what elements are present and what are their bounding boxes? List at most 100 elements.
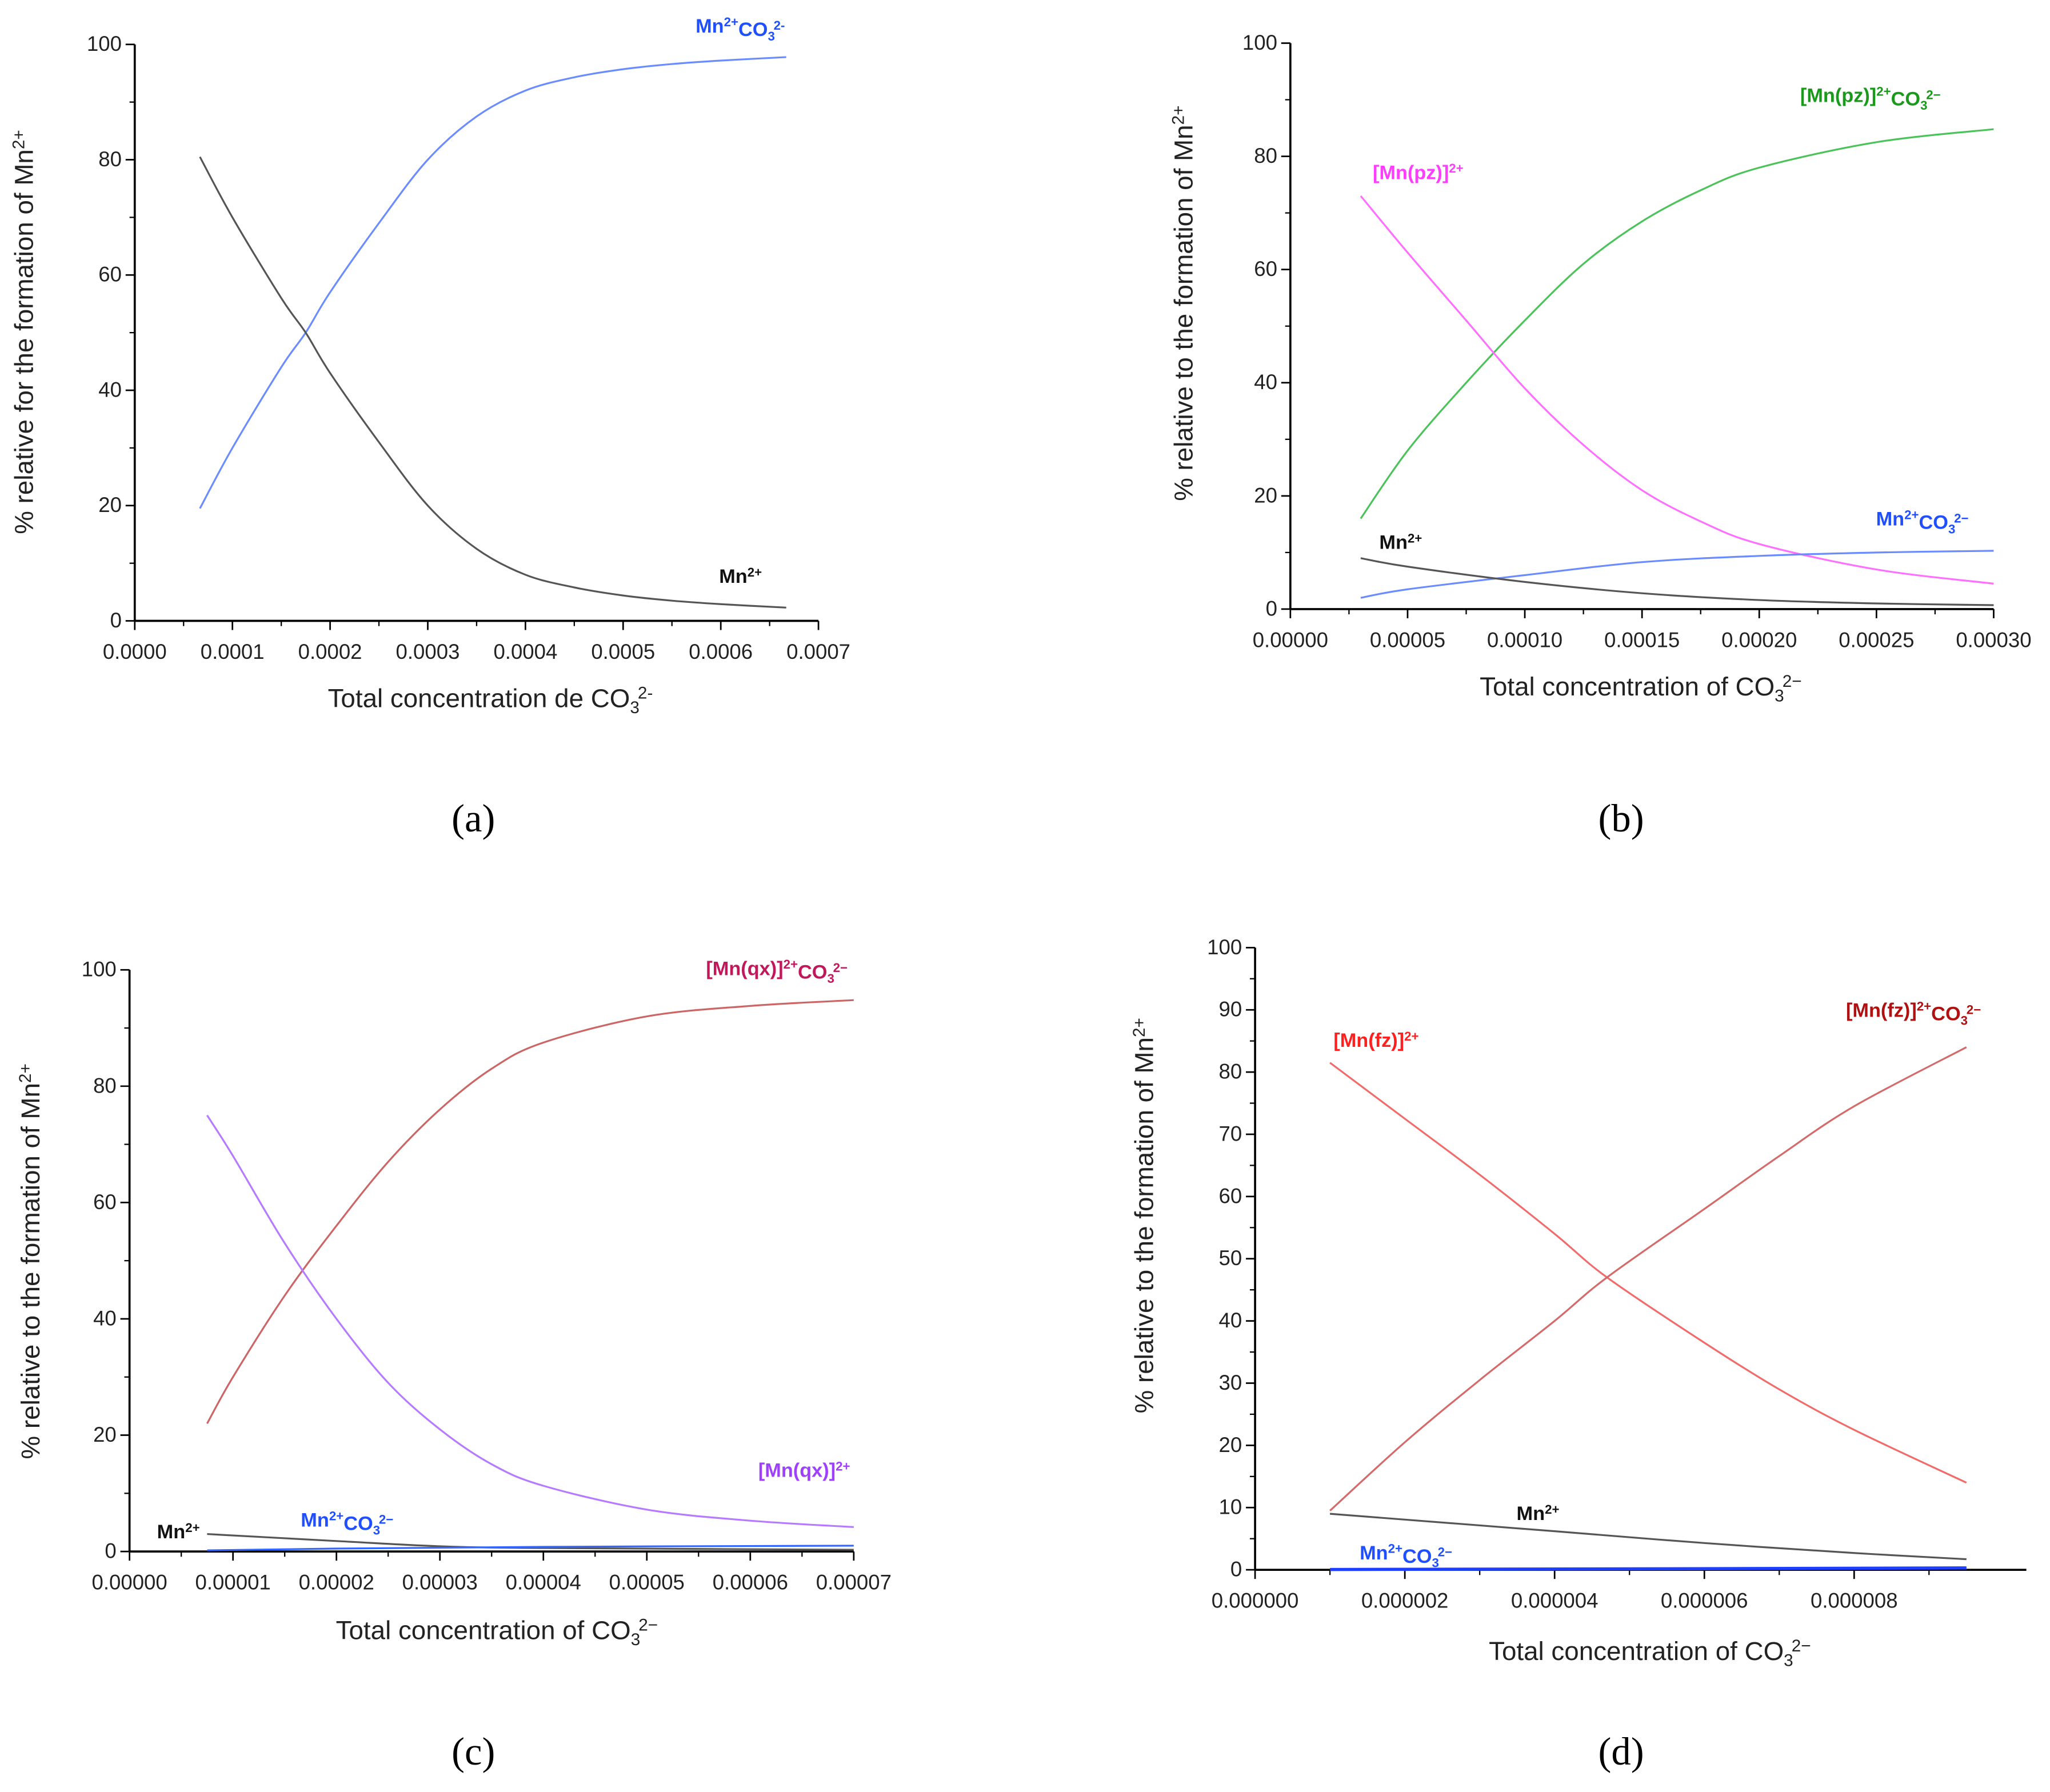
label-segment: 2− [638, 1616, 658, 1635]
y-axis-title: % relative for the formation of Mn2+ [9, 130, 38, 534]
label-segment: Mn [719, 566, 748, 587]
y-tick-label: 100 [82, 958, 117, 981]
label-segment: 2+ [748, 565, 762, 579]
y-tick-label: 10 [1219, 1495, 1242, 1519]
series-label: Mn2+CO32− [1876, 507, 1969, 536]
series-label: Mn2+ [1517, 1502, 1560, 1525]
label-segment: Mn [1379, 532, 1408, 554]
y-tick-label: 50 [1219, 1246, 1242, 1270]
series-label: [Mn(pz)]2+CO32− [1800, 84, 1941, 113]
label-segment: 2− [833, 961, 848, 975]
series-label: [Mn(pz)]2+ [1373, 161, 1464, 183]
label-segment: CO [798, 961, 827, 983]
label-segment: 2+ [724, 15, 738, 29]
y-tick-label: 60 [93, 1190, 117, 1214]
series-line [1329, 1513, 1967, 1561]
chart-panel-a: 0 20 40 60 80 100 0.0000 0.0001 0.0002 0.0003 0.00… [9, 15, 850, 840]
label-segment: 2+ [1404, 1029, 1418, 1043]
y-tick-label: 60 [98, 263, 122, 286]
series-line [206, 1114, 854, 1528]
chart-panel-b: 0 20 40 60 80 100 0.00000 0.00005 0.00010 0.00015… [1169, 31, 2031, 840]
chart-panel-d: 0 10 20 30 40 50 60 70 80 90 100 0.000000 0.000002 0.… [1130, 935, 2027, 1773]
x-tick-label: 0.00030 [1956, 628, 2031, 651]
y-tick-label: 80 [98, 147, 122, 171]
x-tick-label: 0.0003 [396, 640, 460, 663]
label-segment: Total concentration of CO [1489, 1637, 1784, 1666]
y-tick-label: 100 [87, 32, 122, 55]
label-segment: [Mn(qx)] [706, 958, 783, 979]
y-tick-label: 80 [93, 1074, 117, 1097]
label-segment: CO [1919, 512, 1948, 534]
x-tick-label: 0.00020 [1721, 628, 1797, 651]
x-tick-label: 0.00007 [816, 1570, 892, 1594]
label-segment: Mn [301, 1510, 329, 1531]
x-tick-label: 0.0007 [786, 640, 850, 663]
x-tick-label: 0.0006 [689, 640, 753, 663]
x-tick-label: 0.00010 [1487, 628, 1563, 651]
label-segment: CO [1931, 1003, 1960, 1025]
label-segment: [Mn(fz)] [1846, 1000, 1917, 1022]
label-segment: 3 [630, 698, 640, 717]
label-segment: 2+ [1876, 84, 1891, 98]
label-segment: 2+ [1408, 531, 1422, 546]
x-tick-label: 0.000000 [1212, 1589, 1299, 1612]
x-tick-label: 0.00015 [1604, 628, 1680, 651]
label-segment: 2+ [1130, 1018, 1149, 1037]
label-segment: % relative for the formation of Mn [9, 149, 38, 534]
label-segment: 2+ [1388, 1542, 1402, 1556]
label-segment: 3 [1961, 1013, 1968, 1027]
y-axis-title: % relative to the formation of Mn2+ [1169, 106, 1198, 501]
y-tick-label: 60 [1254, 257, 1277, 281]
series-line [199, 56, 786, 509]
y-tick-label: 100 [1207, 935, 1242, 959]
x-axis-title: Total concentration of CO32− [1489, 1637, 1811, 1670]
series-line [206, 999, 854, 1424]
series-line [1360, 557, 1994, 606]
label-segment: Mn [696, 15, 724, 37]
label-segment: 3 [1784, 1651, 1793, 1670]
series-line [1360, 550, 1994, 599]
x-tick-label: 0.00002 [299, 1570, 374, 1594]
series-label: Mn2+CO32− [1360, 1542, 1452, 1570]
series-label: [Mn(fz)]2+CO32− [1846, 999, 1981, 1027]
series-label: Mn2+CO32− [301, 1509, 393, 1538]
series-line [207, 1545, 854, 1551]
label-segment: CO [1402, 1546, 1432, 1567]
y-tick-label: 70 [1219, 1122, 1242, 1145]
label-segment: 2+ [836, 1459, 850, 1474]
y-axis-title: % relative to the formation of Mn2+ [16, 1063, 45, 1459]
x-tick-label: 0.00001 [195, 1570, 271, 1594]
x-tick-label: 0.00005 [1370, 628, 1445, 651]
label-segment: CO [738, 19, 768, 41]
label-segment: [Mn(fz)] [1333, 1030, 1404, 1051]
label-segment: 2+ [1904, 507, 1919, 522]
y-tick-label: 40 [1219, 1309, 1242, 1332]
panel-label: (a) [451, 797, 495, 840]
x-tick-label: 0.00003 [402, 1570, 478, 1594]
x-tick-label: 0.00000 [92, 1570, 167, 1594]
chart-panel-c: 0 20 40 60 80 100 0.00000 0.00001 0.00002 0.00003… [16, 957, 892, 1773]
label-segment: 3 [373, 1523, 380, 1537]
label-segment: 2− [1783, 672, 1802, 691]
y-tick-label: 60 [1219, 1184, 1242, 1207]
label-segment: 2+ [16, 1063, 35, 1083]
series-line [1330, 1566, 1967, 1571]
x-tick-label: 0.0005 [591, 640, 655, 663]
x-tick-label: 0.000006 [1661, 1589, 1748, 1612]
series-line [1360, 195, 1994, 585]
label-segment: [Mn(pz)] [1800, 85, 1876, 106]
x-axis-title: Total concentration de CO32- [328, 683, 653, 717]
series-label: Mn2+ [719, 565, 762, 587]
label-segment: 3 [1775, 686, 1784, 705]
label-segment: 2+ [185, 1521, 199, 1535]
series-label: [Mn(fz)]2+ [1333, 1029, 1418, 1051]
label-segment: 3 [827, 971, 834, 986]
x-tick-label: 0.00004 [506, 1570, 581, 1594]
y-tick-label: 0 [110, 609, 122, 632]
label-segment: 3 [1432, 1556, 1438, 1570]
label-segment: [Mn(pz)] [1373, 162, 1449, 183]
label-segment: 2+ [784, 957, 798, 971]
x-axis-title: Total concentration of CO32− [336, 1615, 658, 1649]
x-tick-label: 0.0002 [298, 640, 362, 663]
